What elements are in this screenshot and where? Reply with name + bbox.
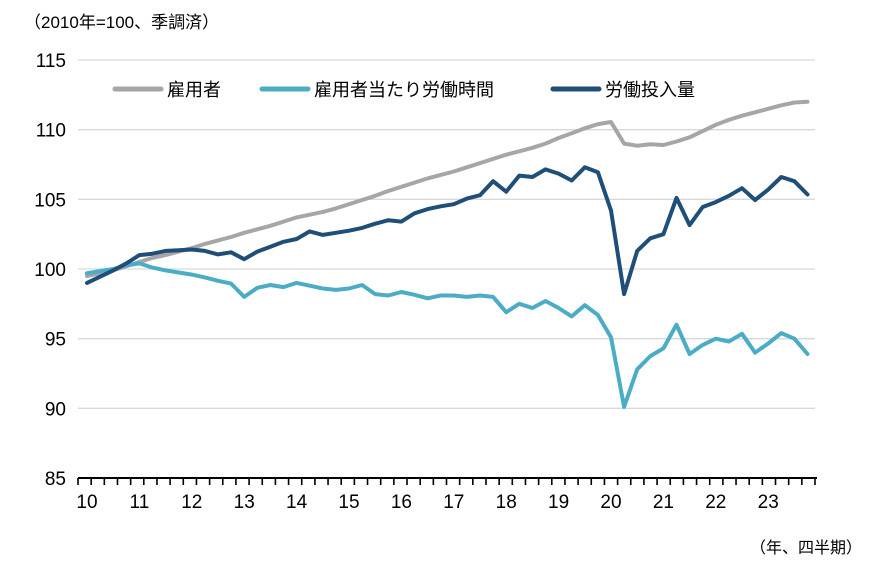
legend-label-hours-per-employee: 雇用者当たり労働時間 (314, 80, 494, 100)
legend-item-labor-input: 労働投入量 (550, 80, 695, 100)
x-tick-label: 21 (653, 492, 674, 513)
series-lines (85, 99, 810, 409)
x-tick-label: 17 (443, 492, 464, 513)
legend-item-employment: 雇用者 (112, 80, 221, 100)
y-tick-label: 115 (36, 51, 66, 72)
x-tick-label: 15 (338, 492, 359, 513)
x-tick-label: 18 (496, 492, 517, 513)
gridlines (78, 59, 815, 409)
x-tick-label: 23 (758, 492, 779, 513)
y-tick-label: 110 (36, 121, 66, 142)
y-tick-label: 100 (34, 260, 66, 281)
y-axis-labels: 85 90 95 100 105 110 115 (34, 51, 66, 490)
x-tick-label: 14 (286, 492, 308, 513)
x-tick-label: 11 (130, 492, 150, 513)
x-tick-label: 12 (181, 492, 202, 513)
x-tick-label: 16 (391, 492, 412, 513)
x-axis-note: （年、四半期） (750, 539, 862, 557)
y-tick-label: 95 (45, 330, 66, 351)
y-tick-label: 90 (45, 399, 66, 420)
y-tick-label: 85 (45, 469, 66, 490)
series-line-hours-per-employee (85, 261, 810, 409)
x-tick-label: 19 (548, 492, 569, 513)
legend-label-employment: 雇用者 (167, 80, 221, 100)
x-tick-label: 22 (705, 492, 726, 513)
unit-note: （2010年=100、季調済） (24, 13, 219, 32)
y-tick-label: 105 (34, 190, 66, 211)
series-line-employment (85, 99, 810, 278)
x-tick-label: 20 (600, 492, 621, 513)
x-tick-label: 10 (76, 492, 97, 513)
x-tick-label: 13 (234, 492, 255, 513)
x-axis-labels: 10 11 12 13 14 15 16 17 18 19 20 21 22 23 (76, 492, 778, 513)
legend-item-hours-per-employee: 雇用者当たり労働時間 (259, 80, 494, 100)
series-line-labor-input (85, 165, 810, 297)
legend: 雇用者 雇用者当たり労働時間 労働投入量 (112, 80, 695, 100)
x-axis (77, 477, 817, 485)
legend-label-labor-input: 労働投入量 (605, 80, 695, 100)
